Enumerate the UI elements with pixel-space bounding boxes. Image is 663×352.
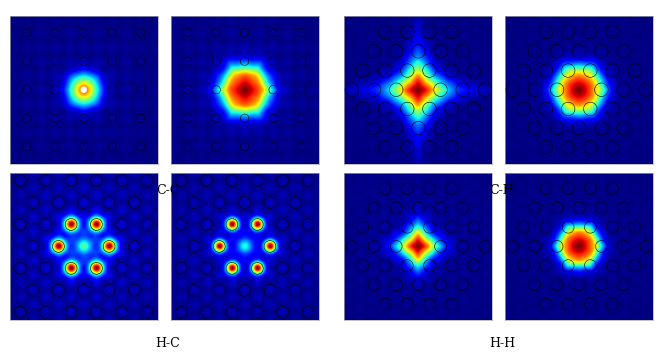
Text: H-C: H-C bbox=[155, 337, 180, 350]
Text: H-H: H-H bbox=[489, 337, 515, 350]
Circle shape bbox=[82, 87, 86, 92]
Text: C-C: C-C bbox=[156, 184, 180, 196]
Text: C-H: C-H bbox=[489, 184, 514, 196]
